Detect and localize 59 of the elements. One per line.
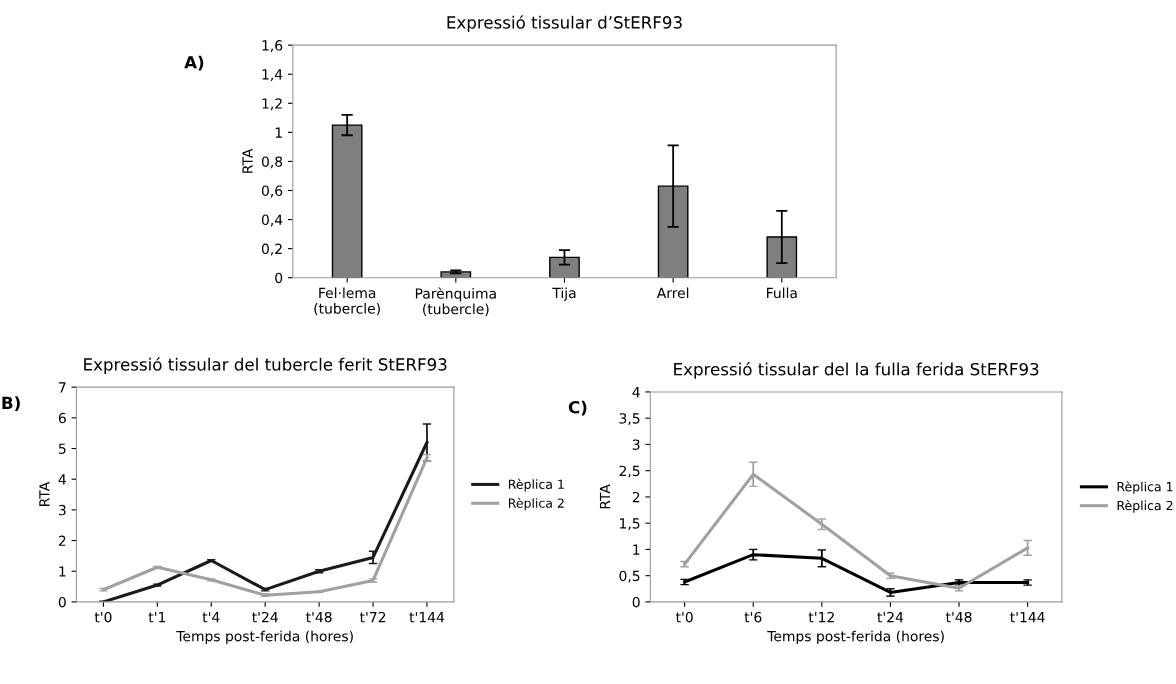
y-tick-label: 1,2 bbox=[262, 98, 282, 111]
chart-title: Expressió tissular d’StERF93 bbox=[447, 15, 682, 32]
x-tick-label: Fulla bbox=[767, 287, 797, 299]
x-tick-label: t'0 bbox=[94, 611, 112, 623]
y-tick-label: 0,8 bbox=[261, 156, 283, 169]
y-tick-label: 1,5 bbox=[620, 518, 640, 531]
y-tick-label: 0,2 bbox=[261, 243, 282, 256]
x-tick-label: t'6 bbox=[744, 611, 762, 623]
text: B) bbox=[2, 396, 20, 412]
y-tick-label: 0 bbox=[275, 272, 283, 284]
y-tick-label: 4 bbox=[58, 474, 66, 485]
y-tick-label: 1 bbox=[59, 566, 66, 577]
x-tick-label: t'4 bbox=[202, 612, 220, 623]
y-axis-title: RTA bbox=[599, 484, 611, 509]
y-tick-label: 3 bbox=[58, 504, 66, 516]
legend-label: Rèplica 2 bbox=[508, 497, 564, 511]
x-tick-label: t'0 bbox=[675, 611, 693, 623]
legend-label: Rèplica 1 bbox=[1117, 481, 1173, 494]
y-tick-label: 0,4 bbox=[261, 214, 283, 227]
y-axis-title: RTA bbox=[39, 481, 50, 506]
x-axis-title: Temps post-ferida (hores) bbox=[767, 630, 944, 645]
x-tick-label: t'144 bbox=[1010, 612, 1045, 623]
chart-title: Expressió tissular del tubercle ferit StERF93 bbox=[84, 357, 447, 374]
y-tick-label: 1 bbox=[633, 544, 640, 555]
y-tick-label: 3,5 bbox=[619, 413, 640, 426]
y-tick-label: 7 bbox=[59, 382, 66, 393]
y-tick-label: 3 bbox=[632, 439, 640, 450]
y-tick-label: 5 bbox=[58, 443, 66, 454]
x-tick-label: t'1 bbox=[148, 612, 166, 623]
text: C) bbox=[568, 400, 587, 416]
x-tick-label: t'48 bbox=[306, 611, 332, 623]
x-tick-label: t'24 bbox=[252, 611, 278, 623]
y-tick-label: 0 bbox=[632, 596, 640, 608]
y-tick-label: 6 bbox=[58, 412, 66, 424]
y-tick-label: 1,4 bbox=[262, 69, 283, 82]
y-tick-label: 2 bbox=[58, 535, 66, 546]
legend-label: Rèplica 2 bbox=[1117, 500, 1173, 513]
x-tick-label: Tija bbox=[552, 287, 576, 301]
y-tick-label: 0 bbox=[58, 596, 66, 608]
chart-title: Expressió tissular del la fulla ferida StERF93 bbox=[674, 361, 1039, 379]
y-tick-label: 2 bbox=[632, 491, 640, 503]
y-tick-label: 1 bbox=[275, 127, 282, 138]
y-tick-label: 0,6 bbox=[261, 185, 283, 198]
x-tick-label: Arrel bbox=[656, 287, 689, 299]
text: A) bbox=[184, 55, 204, 71]
x-tick-label: t'144 bbox=[409, 612, 445, 623]
y-tick-label: 4 bbox=[632, 387, 640, 398]
y-tick-label: 1,6 bbox=[262, 40, 283, 53]
y-tick-label: 2,5 bbox=[619, 465, 640, 478]
x-tick-label: Fel·lema (tubercle) bbox=[314, 287, 380, 316]
x-tick-label: t'48 bbox=[945, 611, 972, 623]
x-tick-label: t'24 bbox=[877, 611, 904, 623]
legend-label: Rèplica 1 bbox=[508, 478, 564, 492]
x-tick-label: t'12 bbox=[808, 611, 834, 623]
x-tick-label: Parènquima (tubercle) bbox=[415, 287, 496, 316]
x-axis-title: Temps post-ferida (hores) bbox=[176, 630, 353, 645]
y-axis-title: RTA bbox=[242, 148, 253, 173]
y-tick-label: 0,5 bbox=[619, 570, 640, 583]
x-tick-label: t'72 bbox=[359, 611, 386, 623]
